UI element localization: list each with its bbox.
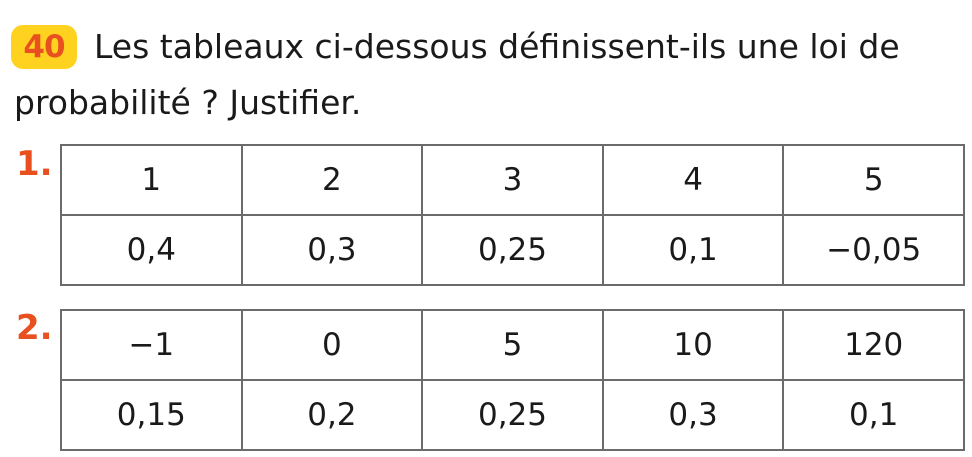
table-cell: 0,1 (782, 379, 965, 451)
table-cell: 0,1 (601, 214, 785, 286)
table-cell: 120 (782, 309, 965, 381)
table-cell: 3 (421, 144, 604, 216)
table-cell: 0,3 (601, 379, 785, 451)
table-cell: 1 (60, 144, 243, 216)
table-cell: 0 (240, 309, 424, 381)
table-1-label: 1. (16, 144, 53, 184)
table-1-probabilities-row: 0,4 0,3 0,25 0,1 −0,05 (60, 214, 965, 286)
table-2-label: 2. (16, 308, 53, 348)
table-cell: −0,05 (782, 214, 965, 286)
table-2-probabilities-row: 0,15 0,2 0,25 0,3 0,1 (60, 379, 965, 451)
table-cell: 0,2 (240, 379, 424, 451)
table-cell: 0,25 (421, 214, 604, 286)
probability-table-2: −1 0 5 10 120 0,15 0,2 0,25 0,3 0,1 (60, 309, 965, 451)
table-cell: 0,3 (240, 214, 424, 286)
table-cell: −1 (60, 309, 243, 381)
exercise-prompt-line-2: probabilité ? Justifier. (14, 83, 362, 122)
exercise-number: 40 (23, 29, 65, 65)
table-cell: 2 (240, 144, 424, 216)
probability-table-1: 1 2 3 4 5 0,4 0,3 0,25 0,1 −0,05 (60, 144, 965, 286)
table-cell: 5 (782, 144, 965, 216)
table-cell: 4 (601, 144, 785, 216)
table-2-values-row: −1 0 5 10 120 (60, 309, 965, 381)
table-1-values-row: 1 2 3 4 5 (60, 144, 965, 216)
exercise-prompt-line-1: Les tableaux ci-dessous définissent-ils … (94, 27, 900, 66)
table-cell: 0,25 (421, 379, 604, 451)
table-cell: 10 (601, 309, 785, 381)
exercise-number-badge: 40 (11, 25, 77, 69)
table-cell: 0,4 (60, 214, 243, 286)
table-cell: 5 (421, 309, 604, 381)
table-cell: 0,15 (60, 379, 243, 451)
